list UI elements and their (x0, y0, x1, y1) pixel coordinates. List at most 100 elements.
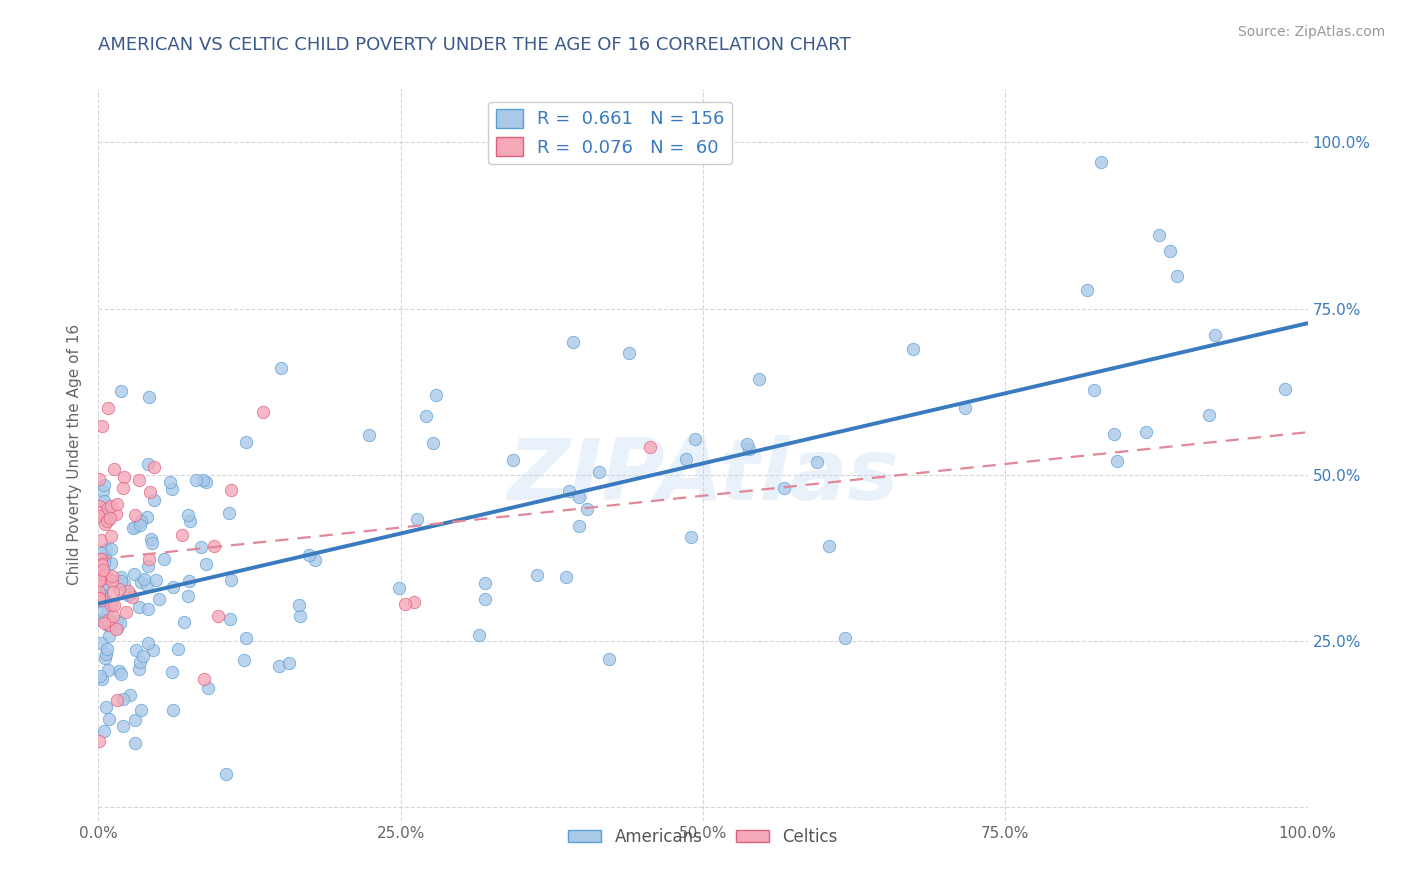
Point (101, 585, 124, 599)
Point (97, 507, 120, 521)
Point (287, 598, 309, 612)
Point (110, 384, 132, 398)
Point (112, 577, 135, 591)
Point (806, 455, 828, 469)
Point (93, 591, 115, 605)
Point (97, 500, 120, 515)
Point (415, 409, 437, 424)
Point (1166, 268, 1188, 283)
Text: AMERICAN VS CELTIC CHILD POVERTY UNDER THE AGE OF 16 CORRELATION CHART: AMERICAN VS CELTIC CHILD POVERTY UNDER T… (98, 36, 851, 54)
Point (1274, 382, 1296, 396)
Point (474, 592, 496, 607)
Point (128, 518, 150, 533)
Point (142, 492, 165, 507)
Point (215, 767, 238, 781)
Point (105, 621, 128, 635)
Point (100, 541, 122, 556)
Point (97, 513, 120, 527)
Point (129, 655, 152, 669)
Point (1076, 283, 1098, 297)
Point (142, 642, 165, 657)
Point (87, 574, 110, 588)
Point (90, 552, 112, 566)
Point (558, 484, 581, 499)
Point (617, 346, 640, 360)
Point (96, 641, 118, 656)
Point (122, 521, 145, 535)
Point (91, 593, 114, 607)
Y-axis label: Child Poverty Under the Age of 16: Child Poverty Under the Age of 16 (67, 325, 83, 585)
Point (235, 631, 257, 645)
Point (554, 570, 576, 584)
Point (194, 557, 217, 571)
Point (288, 609, 311, 624)
Point (94, 567, 117, 582)
Point (129, 575, 152, 590)
Point (94, 650, 117, 665)
Point (568, 490, 591, 504)
Point (90, 636, 112, 650)
Point (118, 587, 141, 601)
Point (97, 613, 120, 627)
Point (91, 419, 114, 434)
Point (575, 501, 598, 516)
Point (89, 668, 111, 682)
Point (136, 577, 159, 591)
Point (139, 532, 162, 546)
Point (166, 641, 188, 656)
Point (124, 714, 146, 728)
Point (148, 591, 170, 606)
Point (177, 508, 200, 522)
Point (94, 542, 117, 557)
Point (93, 493, 115, 508)
Text: ZIPAtlas: ZIPAtlas (508, 435, 898, 518)
Point (90, 577, 112, 591)
Point (219, 573, 242, 587)
Point (91, 604, 114, 618)
Point (120, 688, 142, 702)
Point (108, 616, 131, 631)
Point (122, 566, 145, 581)
Point (901, 342, 924, 356)
Point (128, 662, 150, 676)
Point (422, 436, 444, 450)
Point (394, 597, 416, 611)
Point (562, 335, 585, 350)
Point (679, 530, 702, 544)
Point (129, 703, 152, 717)
Point (110, 574, 132, 589)
Point (124, 643, 146, 657)
Point (190, 540, 212, 554)
Point (568, 519, 591, 533)
Point (103, 598, 125, 612)
Point (100, 499, 122, 513)
Point (87, 505, 110, 519)
Point (128, 600, 150, 615)
Point (105, 693, 128, 707)
Point (425, 387, 447, 401)
Text: Source: ZipAtlas.com: Source: ZipAtlas.com (1237, 25, 1385, 39)
Point (1083, 384, 1105, 398)
Point (173, 615, 195, 629)
Point (218, 507, 240, 521)
Point (186, 473, 208, 487)
Point (159, 475, 181, 489)
Point (278, 656, 301, 670)
Point (87, 499, 110, 513)
Point (598, 652, 620, 666)
Point (218, 612, 240, 626)
Point (136, 558, 159, 573)
Point (468, 628, 491, 642)
Point (121, 590, 143, 604)
Point (139, 484, 162, 499)
Point (94, 551, 117, 566)
Point (93, 563, 115, 577)
Point (817, 539, 839, 553)
Point (89, 509, 111, 524)
Point (90, 533, 112, 547)
Point (235, 434, 257, 449)
Point (1104, 427, 1126, 442)
Point (105, 497, 128, 511)
Point (112, 470, 135, 484)
Point (134, 572, 156, 586)
